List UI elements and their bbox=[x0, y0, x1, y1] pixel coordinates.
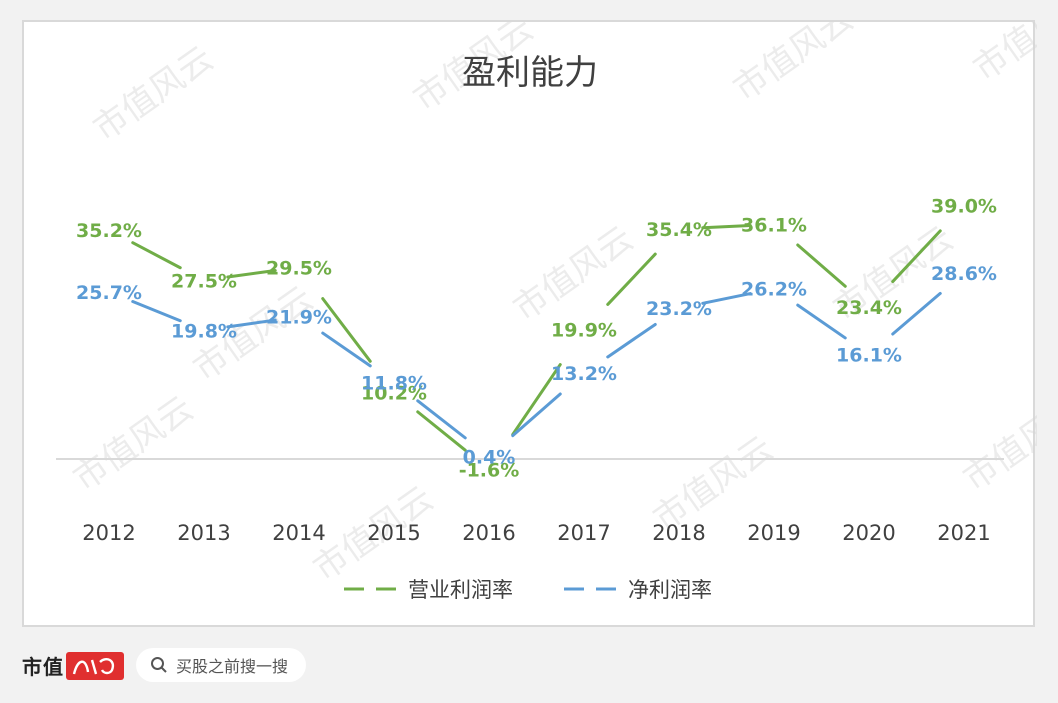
series-layer bbox=[131, 223, 942, 452]
data-label: 19.9% bbox=[551, 320, 617, 342]
data-label: 23.2% bbox=[646, 298, 712, 320]
search-icon bbox=[151, 657, 167, 673]
x-tick-label: 2014 bbox=[272, 521, 325, 545]
x-tick-label: 2015 bbox=[367, 521, 420, 545]
series-segment bbox=[131, 241, 182, 270]
series-segment bbox=[416, 410, 467, 452]
data-label: 39.0% bbox=[931, 196, 997, 218]
data-label: 35.4% bbox=[646, 219, 712, 241]
brand-logo-text: 市值 bbox=[22, 654, 64, 679]
watermark-text: 市值风云 bbox=[506, 219, 640, 330]
data-label: 23.4% bbox=[836, 297, 902, 319]
series-segment bbox=[226, 318, 277, 329]
data-label: 25.7% bbox=[76, 282, 142, 304]
legend-item-net-margin: 净利润率 bbox=[564, 578, 712, 602]
data-label: 13.2% bbox=[551, 363, 617, 385]
x-tick-label: 2013 bbox=[177, 521, 230, 545]
legend: 营业利润率 净利润率 bbox=[344, 578, 712, 602]
data-label: 26.2% bbox=[741, 279, 807, 301]
legend-label-operating-margin: 营业利润率 bbox=[408, 578, 513, 602]
x-tick-label: 2016 bbox=[462, 521, 515, 545]
data-label: 10.2% bbox=[361, 383, 427, 405]
data-label: 27.5% bbox=[171, 270, 237, 292]
series-segment bbox=[701, 223, 752, 230]
data-label: 19.8% bbox=[171, 320, 237, 342]
series-segment bbox=[416, 399, 467, 440]
data-label: 16.1% bbox=[836, 344, 902, 366]
x-tick-label: 2017 bbox=[557, 521, 610, 545]
x-tick-label: 2012 bbox=[82, 521, 135, 545]
x-tick-labels: 2012 2013 2014 2015 2016 2017 2018 2019 2020 2021 bbox=[82, 521, 990, 545]
series-segment bbox=[701, 292, 752, 305]
series-segment bbox=[891, 291, 942, 336]
search-placeholder: 买股之前搜一搜 bbox=[176, 657, 289, 676]
watermark-text: 市值风云 bbox=[966, 22, 1037, 89]
data-label: 11.8% bbox=[361, 372, 427, 394]
data-label: -1.6% bbox=[459, 459, 520, 481]
legend-item-operating-margin: 营业利润率 bbox=[344, 578, 513, 602]
series-segment bbox=[511, 392, 562, 438]
series-segment bbox=[796, 303, 847, 340]
x-tick-label: 2021 bbox=[937, 521, 990, 545]
data-labels: 35.2% 27.5% 29.5% 10.2% -1.6% 19.9% 35.4% 36.1%… bbox=[76, 196, 997, 482]
chart-card: 市值风云 市值风云 市值风云 市值风云 市值风云 市值风云 市值风云 市值风云 市值风云 市值风云… bbox=[22, 20, 1037, 627]
legend-label-net-margin: 净利润率 bbox=[628, 578, 712, 602]
data-label: 0.4% bbox=[463, 446, 516, 468]
brand-seal-logo bbox=[66, 652, 124, 680]
watermark-text: 市值风云 bbox=[726, 22, 860, 109]
series-segment bbox=[321, 331, 372, 368]
data-label: 36.1% bbox=[741, 214, 807, 236]
series-segment bbox=[321, 297, 372, 363]
watermark-text: 市值风云 bbox=[66, 389, 200, 500]
watermark-text: 市值风云 bbox=[86, 39, 220, 150]
data-label: 28.6% bbox=[931, 263, 997, 285]
x-tick-label: 2019 bbox=[747, 521, 800, 545]
x-tick-label: 2018 bbox=[652, 521, 705, 545]
watermark-text: 市值风云 bbox=[956, 389, 1037, 500]
data-label: 35.2% bbox=[76, 220, 142, 242]
footer-bar: 市值 买股之前搜一搜 bbox=[22, 648, 307, 682]
x-tick-label: 2020 bbox=[842, 521, 895, 545]
chart-title: 盈利能力 bbox=[462, 53, 598, 93]
series-segment bbox=[606, 252, 657, 306]
data-label: 21.9% bbox=[266, 307, 332, 329]
series-segment bbox=[511, 363, 562, 436]
search-box[interactable]: 买股之前搜一搜 bbox=[136, 648, 307, 682]
series-segment bbox=[131, 300, 182, 323]
series-segment bbox=[606, 322, 657, 359]
series-segment bbox=[796, 243, 847, 288]
data-label: 29.5% bbox=[266, 257, 332, 279]
series-segment bbox=[226, 269, 277, 279]
series-segment bbox=[891, 229, 942, 284]
